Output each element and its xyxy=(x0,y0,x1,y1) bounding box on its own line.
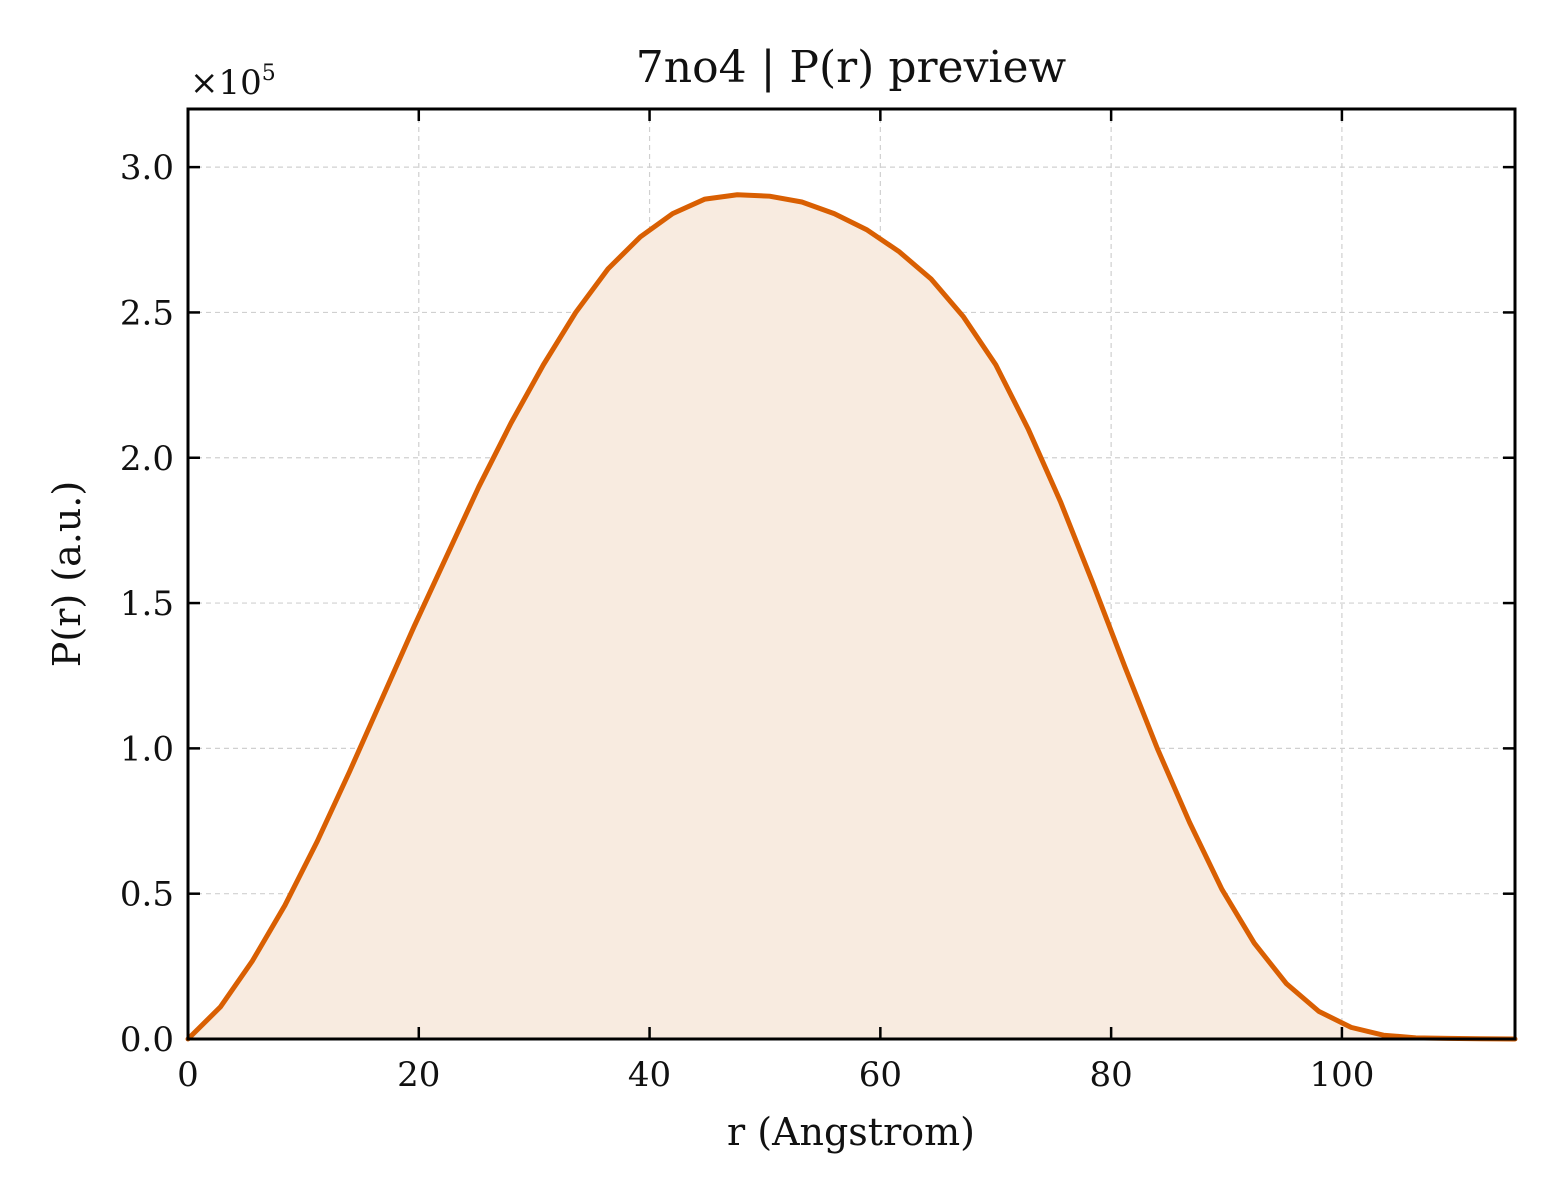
x-tick-label: 0 xyxy=(177,1055,199,1095)
pr-area-fill xyxy=(188,194,1515,1040)
y-axis-multiplier: ×105 xyxy=(190,61,276,103)
y-tick-label: 3.0 xyxy=(120,148,174,188)
y-axis-title: P(r) (a.u.) xyxy=(45,481,89,667)
y-tick-label: 1.5 xyxy=(120,584,174,624)
x-tick-label: 100 xyxy=(1309,1055,1374,1095)
x-tick-label: 80 xyxy=(1089,1055,1132,1095)
x-tick-label: 40 xyxy=(628,1055,671,1095)
y-tick-label: 2.0 xyxy=(120,439,174,479)
y-axis-multiplier-base: ×10 xyxy=(190,63,262,103)
x-tick-label: 20 xyxy=(397,1055,440,1095)
y-axis-multiplier-exponent: 5 xyxy=(262,61,276,86)
plot-frame xyxy=(186,107,1517,1041)
y-tick-label: 0.5 xyxy=(120,875,174,915)
chart-title: 7no4 | P(r) preview xyxy=(636,42,1067,93)
x-axis-title: r (Angstrom) xyxy=(727,1110,975,1154)
y-tick-label: 2.5 xyxy=(120,293,174,333)
pr-series-line xyxy=(185,192,1518,1042)
ticks: 0 20 40 60 80 100 0.0 0.5 1.0 1.5 2.0 2.5 3.0 xyxy=(120,109,1515,1095)
y-tick-label: 1.0 xyxy=(120,729,174,769)
y-tick-label: 0.0 xyxy=(120,1020,174,1060)
x-tick-label: 60 xyxy=(859,1055,902,1095)
